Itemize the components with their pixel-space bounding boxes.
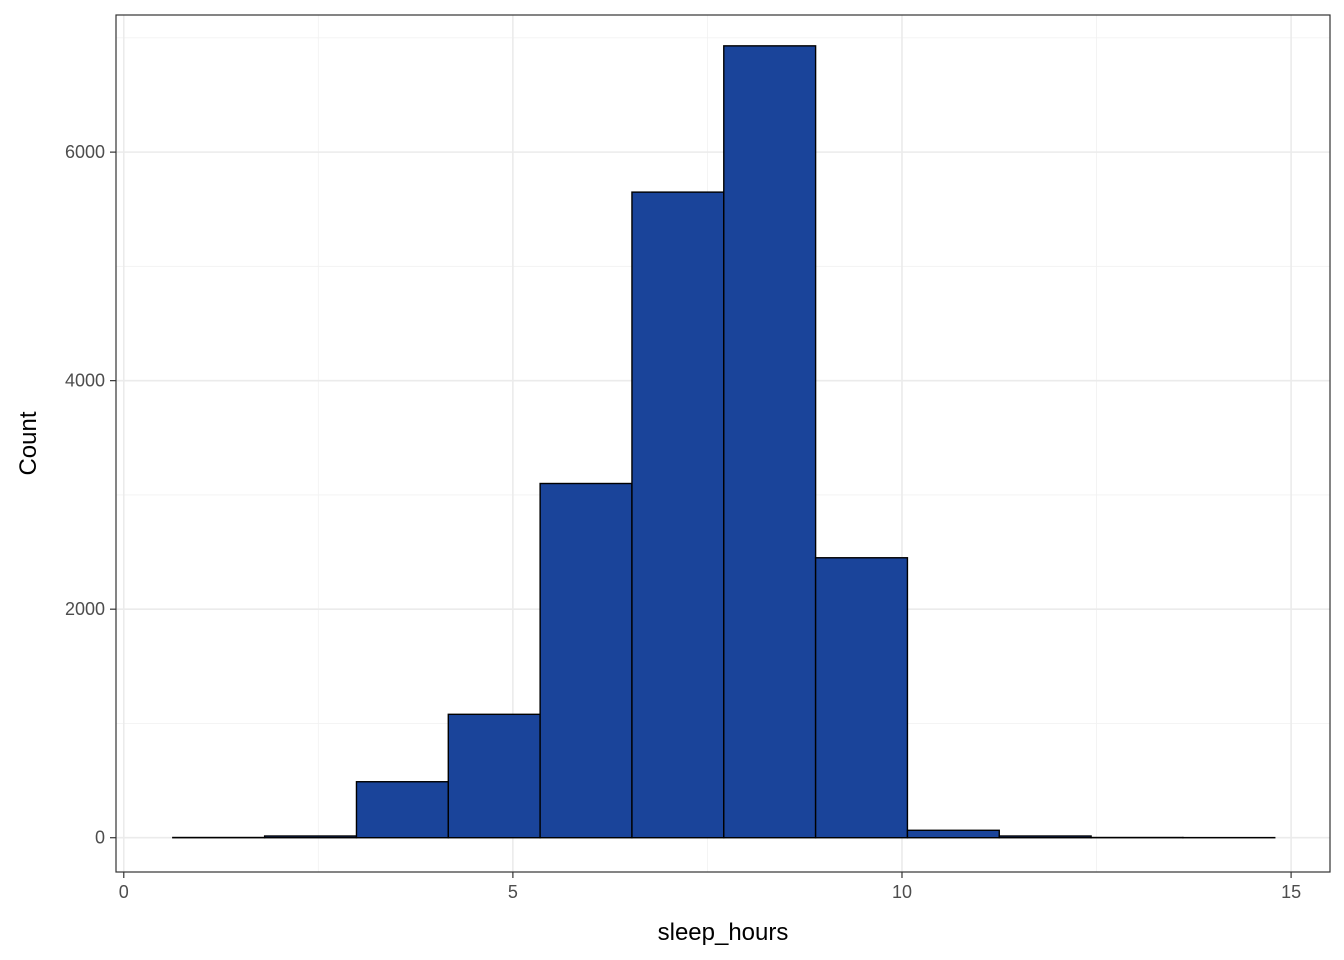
x-tick-label: 5 — [508, 882, 518, 902]
x-tick-label: 10 — [892, 882, 912, 902]
histogram-bar-4 — [447, 713, 541, 839]
histogram-bar-10 — [998, 835, 1092, 839]
plot-panel-border — [115, 14, 1331, 873]
axis-tick-labels: 0 5 10 15 0 2000 4000 6000 — [65, 142, 1301, 902]
axis-ticks — [110, 151, 1292, 878]
histogram-bar-3 — [355, 781, 449, 839]
x-tick-label: 15 — [1281, 882, 1301, 902]
x-tick-label: 0 — [119, 882, 129, 902]
histogram-bar-6 — [631, 191, 725, 839]
histogram-bars — [172, 45, 1276, 839]
histogram-bar-9 — [906, 829, 1000, 839]
y-tick-label: 2000 — [65, 599, 105, 619]
x-axis-title: sleep_hours — [658, 919, 789, 946]
y-tick-label: 4000 — [65, 371, 105, 391]
histogram-bar-2 — [263, 835, 358, 839]
histogram-bar-7 — [723, 45, 817, 839]
y-axis-title: Count — [15, 411, 42, 475]
y-tick-label: 6000 — [65, 142, 105, 162]
y-tick-label: 0 — [95, 828, 105, 848]
histogram-bar-8 — [814, 557, 909, 839]
histogram-bar-5 — [539, 482, 633, 839]
